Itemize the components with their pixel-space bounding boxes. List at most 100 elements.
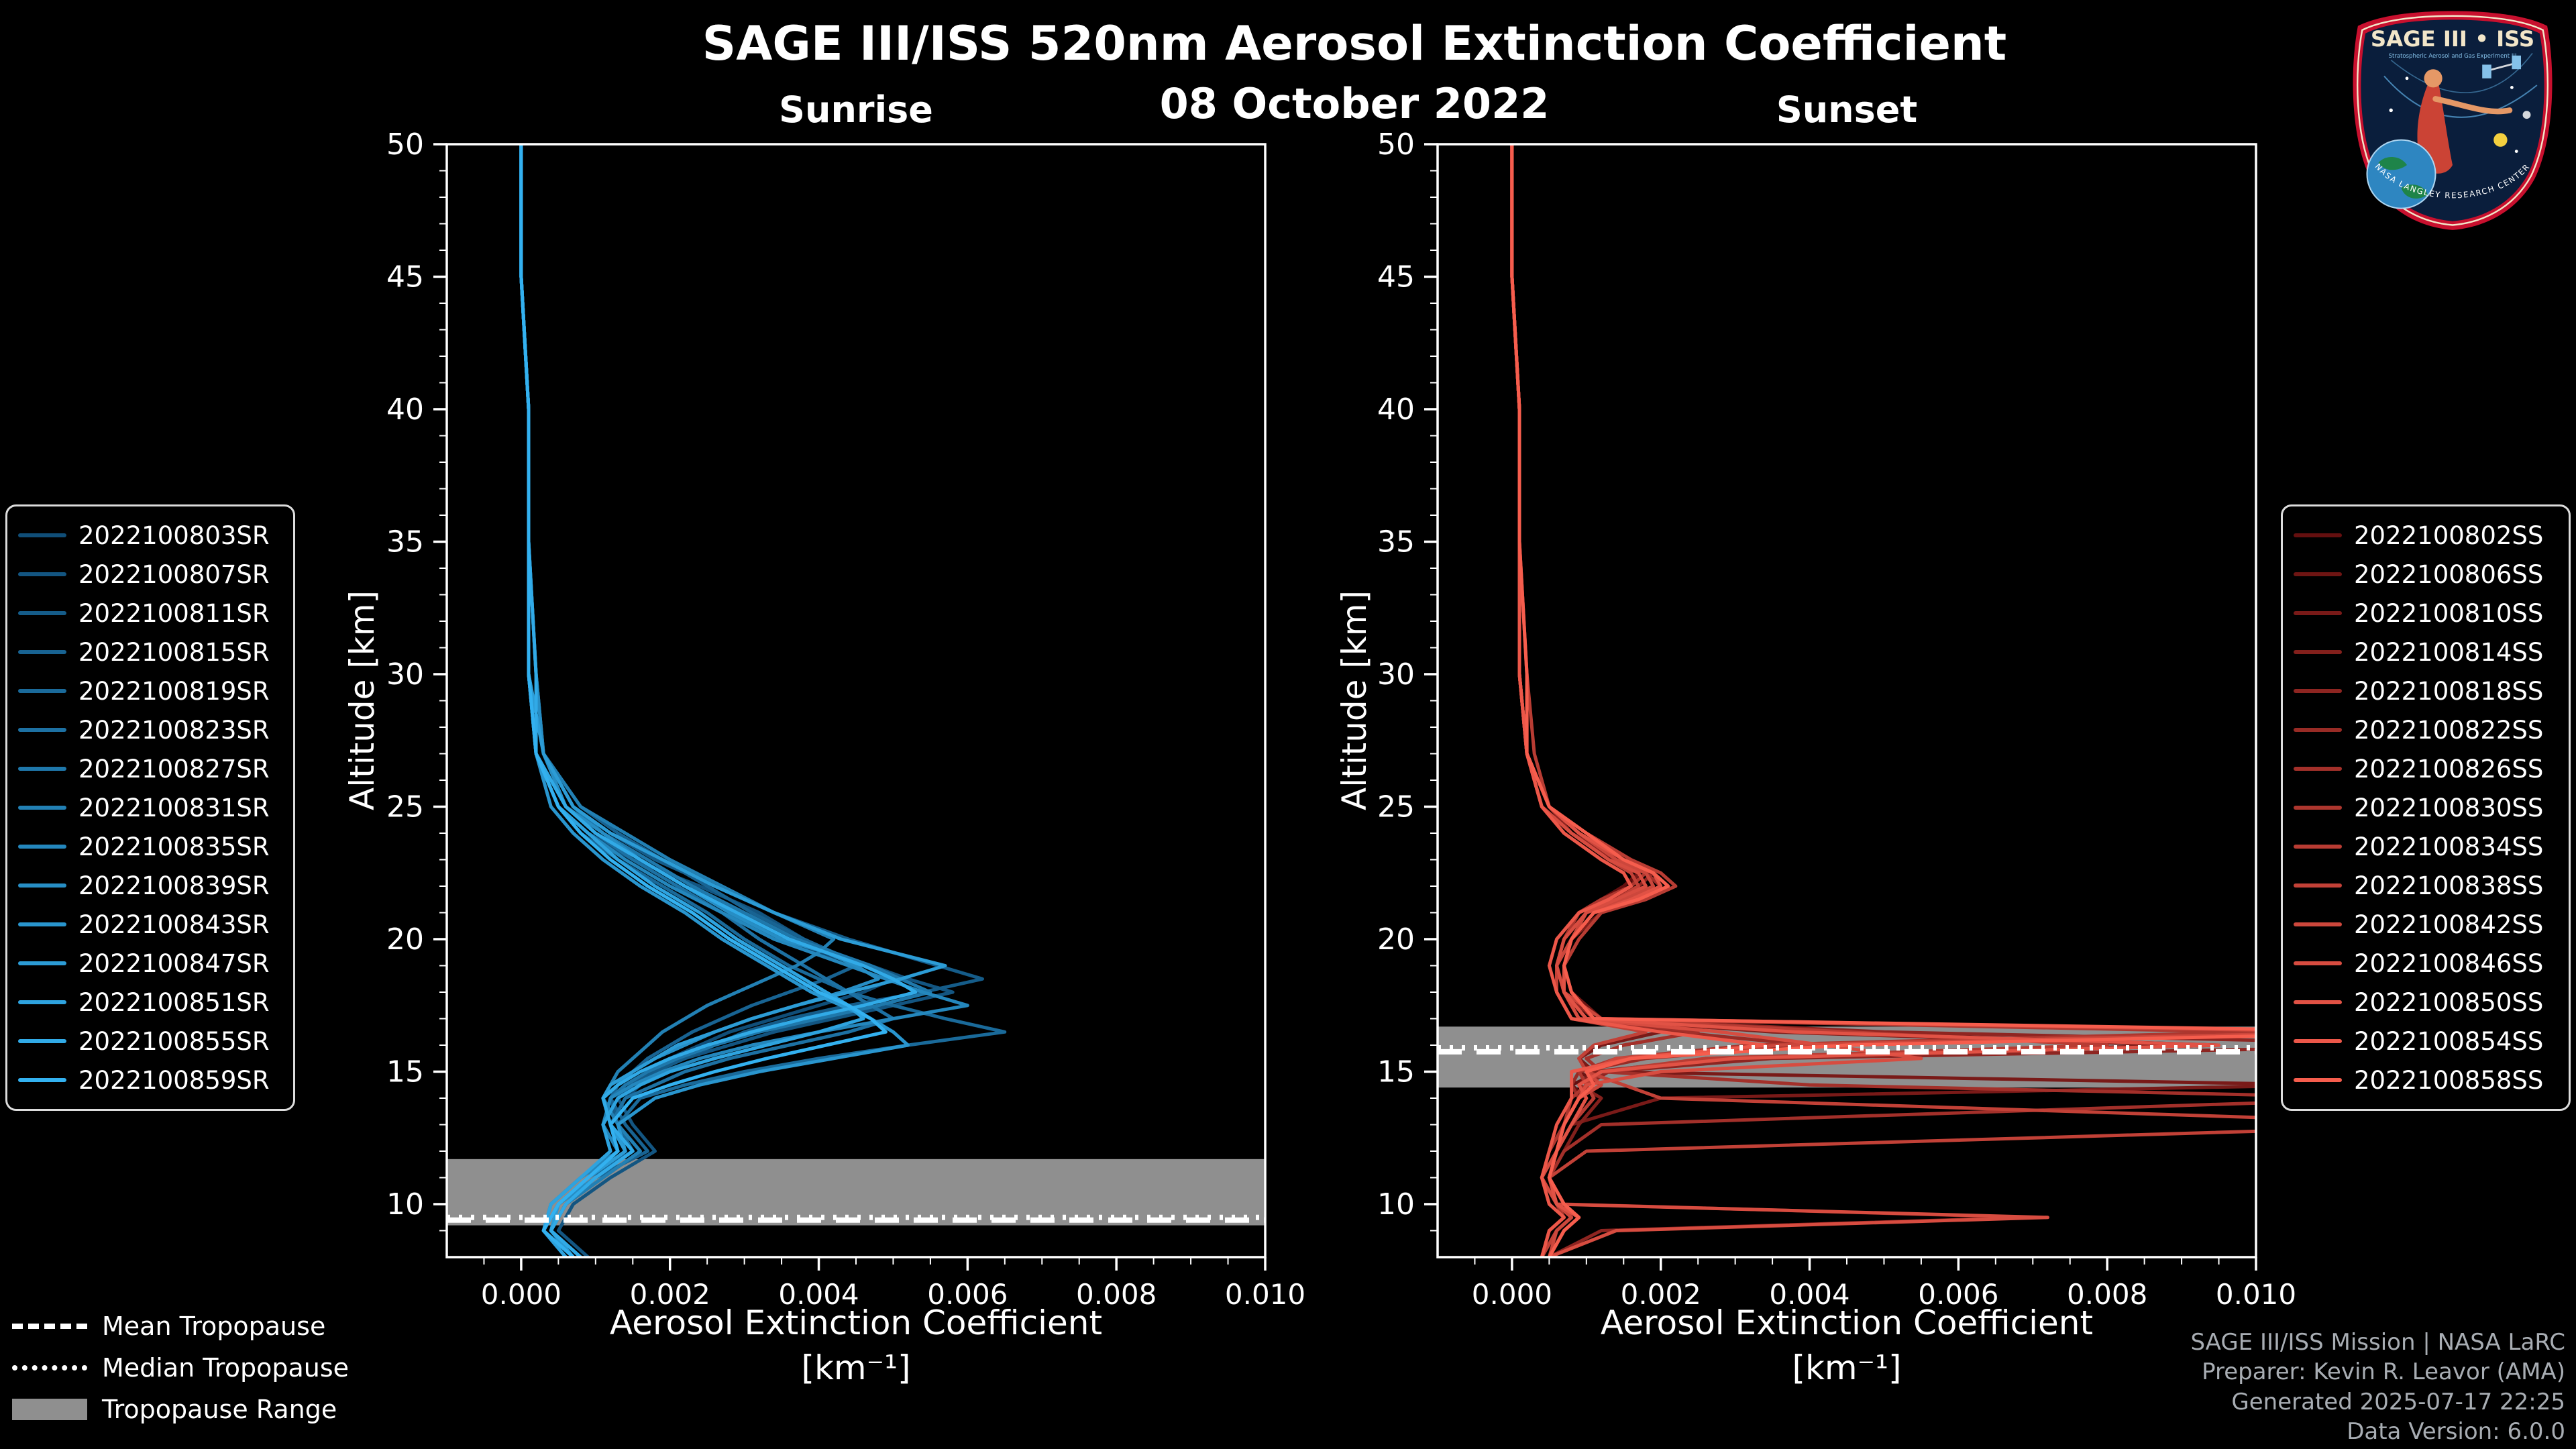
- legend-item: 2022100822SS: [2294, 710, 2562, 749]
- median-tropopause-legend-item: Median Tropopause: [12, 1347, 349, 1389]
- legend-item: 2022100814SS: [2294, 633, 2562, 672]
- legend-item: 2022100847SR: [18, 944, 286, 983]
- legend-line-swatch: [18, 533, 66, 537]
- y-tick-label: 35: [1377, 525, 1415, 559]
- dotted-line-swatch: [12, 1365, 87, 1371]
- legend-label: 2022100811SR: [78, 598, 270, 628]
- legend-item: 2022100846SS: [2294, 944, 2562, 983]
- legend-label: 2022100826SS: [2354, 754, 2544, 784]
- legend-label: 2022100839SR: [78, 871, 270, 900]
- legend-label: 2022100855SR: [78, 1026, 270, 1056]
- legend-line-swatch: [2294, 806, 2342, 810]
- sunset-y-axis-label: Altitude [km]: [1335, 590, 1374, 810]
- series-line-2022100835SR: [519, 144, 969, 1257]
- y-tick-label: 20: [1377, 922, 1415, 957]
- logo-star: [2405, 76, 2409, 80]
- tropopause-range-label: Tropopause Range: [102, 1395, 337, 1424]
- series-line-2022100851SR: [519, 144, 865, 1257]
- legend-line-swatch: [2294, 883, 2342, 888]
- series-line-2022100807SR: [519, 144, 955, 1257]
- legend-line-swatch: [2294, 1039, 2342, 1043]
- legend-line-swatch: [18, 961, 66, 965]
- series-line-2022100819SR: [519, 144, 1007, 1257]
- series-line-2022100859SR: [519, 144, 888, 1257]
- median-tropopause-label: Median Tropopause: [102, 1353, 349, 1383]
- series-line-2022100823SR: [519, 144, 895, 1257]
- legend-item: 2022100835SR: [18, 827, 286, 866]
- legend-label: 2022100831SR: [78, 793, 270, 822]
- series-group: [1510, 144, 2256, 1257]
- y-tick-label: 40: [386, 392, 424, 427]
- legend-item: 2022100834SS: [2294, 827, 2562, 866]
- legend-item: 2022100855SR: [18, 1022, 286, 1061]
- legend-item: 2022100851SR: [18, 983, 286, 1022]
- sunrise-x-axis-label: Aerosol Extinction Coefficient: [609, 1303, 1103, 1342]
- legend-label: 2022100842SS: [2354, 910, 2544, 939]
- legend-line-swatch: [18, 728, 66, 732]
- x-tick-label: 0.010: [1225, 1278, 1305, 1311]
- series-line-2022100838SS: [1510, 144, 2256, 1257]
- legend-item: 2022100831SR: [18, 788, 286, 827]
- legend-line-swatch: [2294, 572, 2342, 576]
- y-tick-label: 10: [1377, 1187, 1415, 1222]
- legend-label: 2022100815SR: [78, 637, 270, 667]
- series-line-2022100842SS: [1510, 144, 2256, 1257]
- tropopause-legend: Mean Tropopause Median Tropopause Tropop…: [12, 1305, 349, 1430]
- legend-item: 2022100819SR: [18, 672, 286, 710]
- series-line-2022100810SS: [1510, 144, 2256, 1257]
- legend-label: 2022100810SS: [2354, 598, 2544, 628]
- logo-earth: [2366, 139, 2436, 209]
- y-tick-label: 30: [386, 657, 424, 692]
- tropopause-range-legend-item: Tropopause Range: [12, 1389, 349, 1430]
- sage-iii-iss-logo: SAGE III • ISS Stratospheric Aerosol and…: [2353, 11, 2553, 230]
- gray-band-swatch: [12, 1399, 87, 1420]
- legend-line-swatch: [18, 1039, 66, 1043]
- legend-label: 2022100835SR: [78, 832, 270, 861]
- logo-star: [2510, 86, 2514, 89]
- attribution-data-version: Data Version: 6.0.0: [2347, 1417, 2565, 1445]
- legend-label: 2022100847SR: [78, 949, 270, 978]
- x-tick-label: 0.004: [778, 1278, 859, 1311]
- legend-item: 2022100843SR: [18, 905, 286, 944]
- mean-tropopause-label: Mean Tropopause: [102, 1311, 326, 1341]
- attribution-generated: Generated 2025-07-17 22:25: [2231, 1388, 2565, 1415]
- chart-sunrise: 0.000 0.002 0.004 0.006 0.008 0.010 10 15 20 25 30…: [386, 127, 1305, 1311]
- sunset-event-legend: 2022100802SS 2022100806SS 2022100810SS 2022…: [2281, 504, 2571, 1111]
- legend-label: 2022100819SR: [78, 676, 270, 706]
- legend-item: 2022100823SR: [18, 710, 286, 749]
- legend-item: 2022100827SR: [18, 749, 286, 788]
- legend-line-swatch: [18, 689, 66, 693]
- sunset-panel-title: Sunset: [1776, 89, 1918, 131]
- x-tick-label: 0.006: [927, 1278, 1008, 1311]
- x-tick-label: 0.004: [1769, 1278, 1849, 1311]
- series-line-2022100827SR: [519, 144, 932, 1257]
- y-tick-label: 45: [1377, 260, 1415, 294]
- legend-line-swatch: [2294, 650, 2342, 654]
- legend-item: 2022100807SR: [18, 555, 286, 594]
- chart-sunset: 0.000 0.002 0.004 0.006 0.008 0.010 10 15 20 25 30…: [1377, 127, 2296, 1311]
- y-tick-label: 35: [386, 525, 424, 559]
- series-line-2022100822SS: [1510, 144, 1811, 1257]
- legend-label: 2022100823SR: [78, 715, 270, 745]
- x-tick-label: 0.006: [1918, 1278, 1998, 1311]
- x-tick-label: 0.010: [2216, 1278, 2296, 1311]
- y-tick-label: 10: [386, 1187, 424, 1222]
- logo-star: [2514, 150, 2518, 153]
- y-tick-label: 30: [1377, 657, 1415, 692]
- legend-line-swatch: [18, 845, 66, 849]
- logo-shield-inner-ring: [2356, 15, 2549, 226]
- logo-orbit-line-2: [2390, 52, 2533, 94]
- attribution-preparer: Preparer: Kevin R. Leavor (AMA): [2202, 1358, 2565, 1386]
- legend-label: 2022100846SS: [2354, 949, 2544, 978]
- legend-line-swatch: [2294, 689, 2342, 693]
- legend-item: 2022100854SS: [2294, 1022, 2562, 1061]
- legend-label: 2022100806SS: [2354, 559, 2544, 589]
- dashed-line-swatch: [12, 1324, 87, 1329]
- legend-label: 2022100803SR: [78, 521, 270, 550]
- legend-label: 2022100854SS: [2354, 1026, 2544, 1056]
- legend-line-swatch: [18, 806, 66, 810]
- legend-line-swatch: [18, 1000, 66, 1004]
- legend-line-swatch: [18, 1078, 66, 1082]
- legend-item: 2022100803SR: [18, 516, 286, 555]
- logo-planet-yellow: [2493, 133, 2508, 147]
